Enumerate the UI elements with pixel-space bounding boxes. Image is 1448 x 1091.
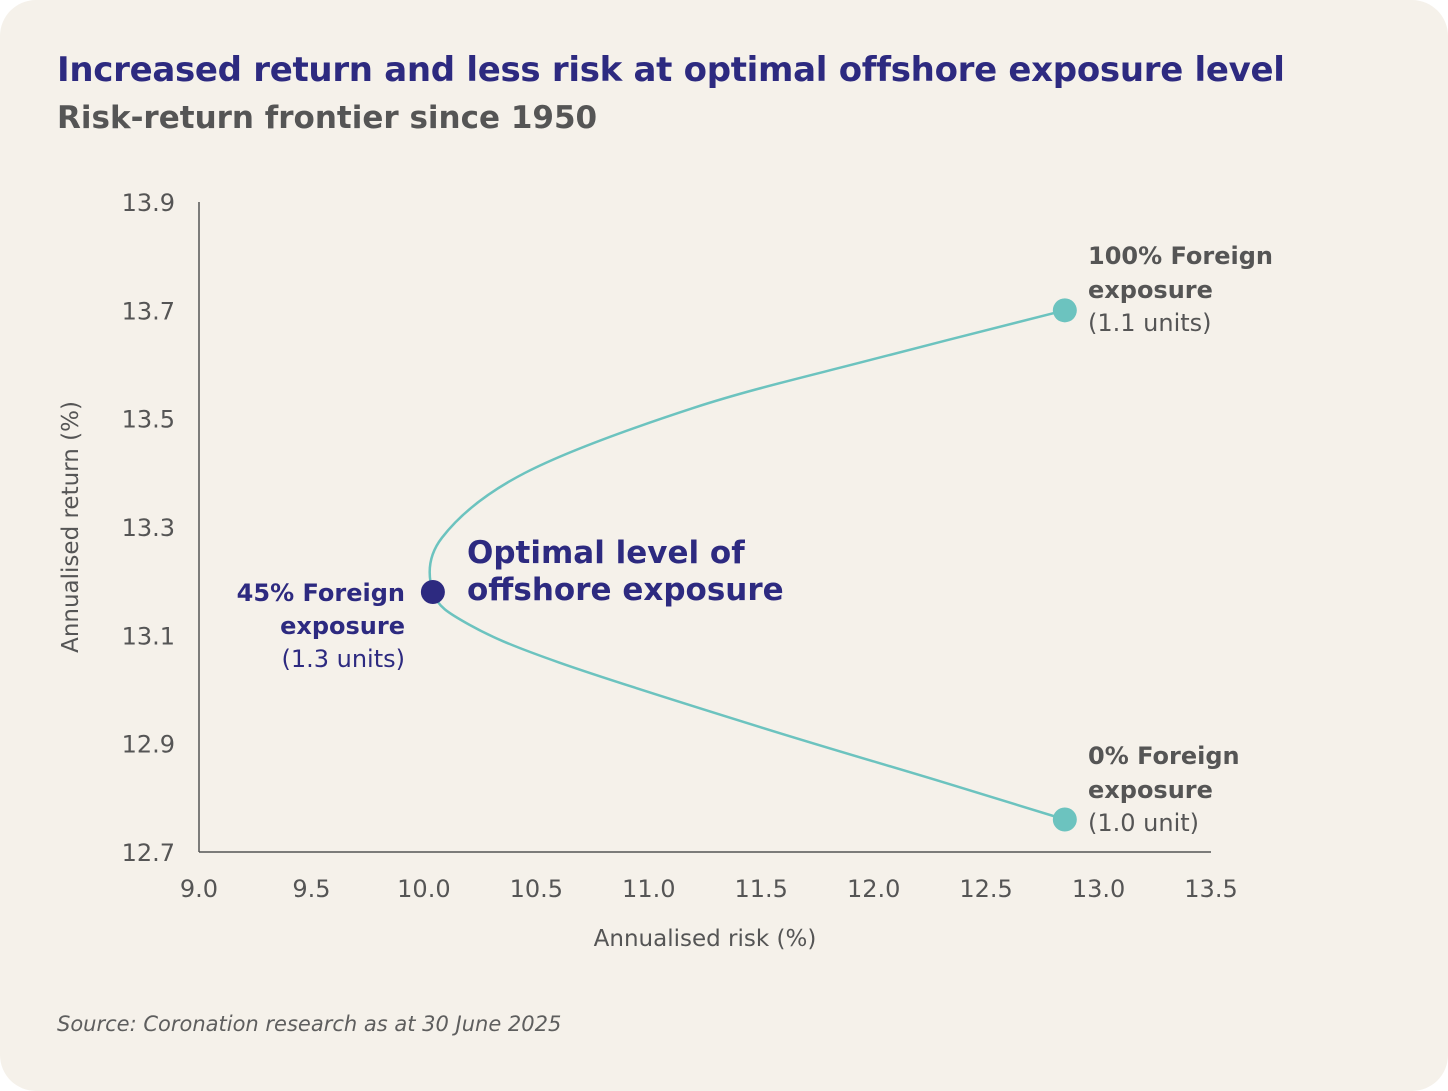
x-tick-label: 9.5 bbox=[292, 875, 330, 903]
highlighted-points bbox=[420, 298, 1077, 832]
point-foreign0 bbox=[1052, 807, 1077, 832]
y-axis-ticks: 12.7 12.9 13.1 13.3 13.5 13.7 13.9 bbox=[122, 189, 175, 867]
x-tick-label: 13.5 bbox=[1184, 875, 1237, 903]
annotation-45-foreign-line2: exposure bbox=[280, 612, 405, 640]
x-tick-label: 11.5 bbox=[735, 875, 788, 903]
y-tick-label: 13.9 bbox=[122, 189, 175, 217]
x-tick-label: 10.0 bbox=[397, 875, 450, 903]
chart-subtitle: Risk-return frontier since 1950 bbox=[57, 100, 598, 136]
point-optimal bbox=[420, 580, 445, 604]
x-axis-title: Annualised risk (%) bbox=[594, 926, 817, 952]
x-tick-label: 10.5 bbox=[510, 875, 563, 903]
x-tick-label: 12.0 bbox=[847, 875, 900, 903]
y-tick-label: 13.5 bbox=[122, 406, 175, 434]
annotation-0-foreign-line1: 0% Foreign bbox=[1088, 742, 1240, 770]
annotation-45-foreign-line1: 45% Foreign bbox=[237, 579, 405, 607]
y-tick-label: 13.3 bbox=[122, 514, 175, 542]
annotation-100-foreign-line2: exposure bbox=[1088, 276, 1213, 304]
annotation-optimal-line1: Optimal level of bbox=[467, 535, 745, 571]
annotation-optimal-line2: offshore exposure bbox=[467, 572, 784, 608]
annotation-0-foreign-line2: exposure bbox=[1088, 776, 1213, 804]
source-note: Source: Coronation research as at 30 Jun… bbox=[57, 1012, 562, 1036]
y-tick-label: 12.9 bbox=[122, 731, 175, 759]
x-tick-label: 11.0 bbox=[622, 875, 675, 903]
y-tick-label: 13.1 bbox=[122, 622, 175, 650]
point-foreign100 bbox=[1052, 298, 1077, 323]
y-tick-label: 13.7 bbox=[122, 297, 175, 325]
annotation-100-foreign-line1: 100% Foreign bbox=[1088, 242, 1273, 270]
x-tick-label: 9.0 bbox=[180, 875, 218, 903]
x-axis-ticks: 9.0 9.5 10.0 10.5 11.0 11.5 12.0 12.5 13.0 13.5 bbox=[180, 875, 1238, 903]
y-axis-title: Annualised return (%) bbox=[58, 401, 84, 653]
chart-title: Increased return and less risk at optima… bbox=[57, 50, 1285, 90]
annotation-45-foreign-units: (1.3 units) bbox=[281, 645, 405, 673]
annotation-100-foreign-units: (1.1 units) bbox=[1088, 309, 1212, 337]
x-tick-label: 12.5 bbox=[959, 875, 1012, 903]
annotation-0-foreign-units: (1.0 unit) bbox=[1088, 809, 1199, 837]
x-tick-label: 13.0 bbox=[1072, 875, 1125, 903]
y-tick-label: 12.7 bbox=[122, 839, 175, 867]
